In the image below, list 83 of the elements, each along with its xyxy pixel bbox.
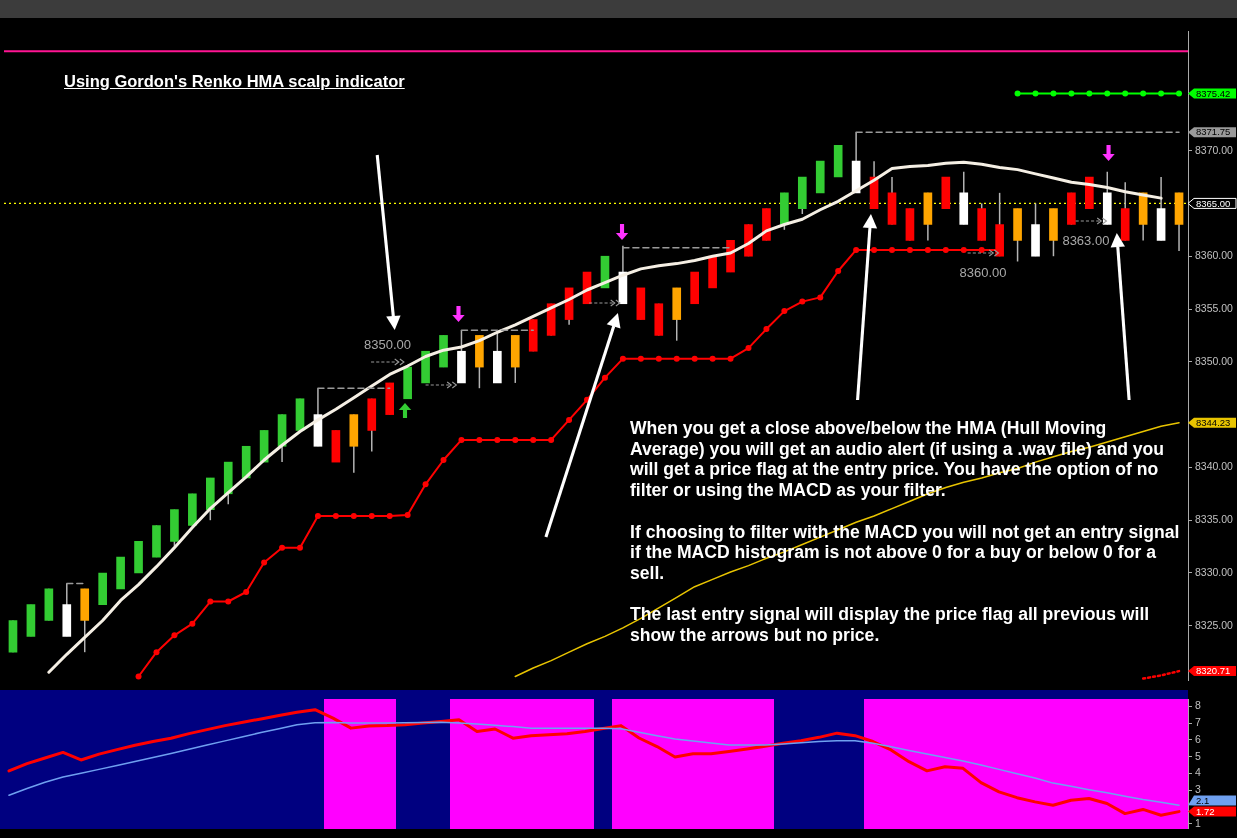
point xyxy=(709,355,716,362)
point xyxy=(548,436,555,443)
point xyxy=(637,355,644,362)
point xyxy=(314,512,321,519)
point xyxy=(1176,90,1183,97)
point xyxy=(279,544,286,551)
point xyxy=(440,457,447,464)
point xyxy=(889,246,895,253)
point xyxy=(512,436,519,443)
point xyxy=(135,673,142,680)
point xyxy=(817,294,824,301)
annotation: 8350.00 xyxy=(364,336,411,352)
point xyxy=(153,649,160,656)
point xyxy=(691,355,698,362)
point xyxy=(978,246,985,253)
data-label: 8371.75 xyxy=(1196,126,1231,138)
point xyxy=(924,246,931,253)
y-tick-label: 8370.00 xyxy=(1195,143,1234,156)
point xyxy=(1086,90,1093,97)
y-tick-label: 8330.00 xyxy=(1195,565,1234,578)
point xyxy=(476,436,483,443)
point xyxy=(1032,90,1039,97)
y-tick-label: 3 xyxy=(1195,783,1201,796)
data-label: 8320.71 xyxy=(1196,665,1231,677)
y-tick-label: 5 xyxy=(1195,749,1201,762)
point xyxy=(1104,90,1111,97)
y-tick-label: 1 xyxy=(1195,816,1201,829)
point xyxy=(763,326,770,333)
y-tick-label: 8325.00 xyxy=(1195,618,1234,631)
annotation: 8363.00 xyxy=(1062,232,1110,248)
y-tick-label: 8360.00 xyxy=(1195,249,1234,262)
y-tick-label: 4 xyxy=(1195,766,1201,779)
data-label: 8344.23 xyxy=(1196,416,1231,428)
point xyxy=(673,355,680,362)
point xyxy=(566,416,573,423)
point xyxy=(601,374,608,381)
data-label: 1.72 xyxy=(1196,805,1215,817)
point xyxy=(727,355,734,362)
point xyxy=(332,512,339,519)
text: Using Gordon's Renko HMA scalp indicator xyxy=(64,72,405,91)
point xyxy=(171,632,178,639)
point xyxy=(960,246,967,253)
point xyxy=(942,246,949,253)
y-tick-label: 8350.00 xyxy=(1195,354,1234,367)
point xyxy=(261,559,268,566)
point xyxy=(745,345,752,352)
y-tick-label: 8 xyxy=(1195,699,1201,712)
y-tick-label: 8340.00 xyxy=(1195,460,1234,473)
point xyxy=(1122,90,1129,97)
point xyxy=(655,355,662,362)
point xyxy=(835,268,842,274)
point xyxy=(243,589,250,595)
point xyxy=(1158,90,1165,97)
ref-line-label: 8365.00 xyxy=(1196,197,1231,209)
point xyxy=(458,436,465,443)
y-tick-label: 8355.00 xyxy=(1195,301,1234,314)
y-tick-label: 7 xyxy=(1195,715,1201,728)
point xyxy=(386,512,393,519)
point xyxy=(422,481,429,488)
point xyxy=(871,246,878,253)
point xyxy=(799,298,806,305)
point xyxy=(619,355,626,362)
point xyxy=(530,436,537,443)
annotation: 8360.00 xyxy=(959,264,1007,280)
point xyxy=(1050,90,1057,97)
point xyxy=(207,598,214,605)
point xyxy=(906,246,913,253)
data-label: 8375.42 xyxy=(1196,87,1231,99)
point xyxy=(853,246,860,253)
y-tick-label: 6 xyxy=(1195,732,1201,745)
y-tick-label: 8335.00 xyxy=(1195,513,1234,526)
point xyxy=(189,620,196,627)
point xyxy=(781,308,788,315)
point xyxy=(368,512,375,519)
data-label: 2.1 xyxy=(1196,794,1210,806)
point xyxy=(1014,90,1021,97)
point xyxy=(494,436,501,443)
point xyxy=(225,598,232,605)
point xyxy=(297,544,303,551)
point xyxy=(1140,90,1147,97)
point xyxy=(350,512,357,519)
point xyxy=(1068,90,1075,97)
point xyxy=(404,511,411,518)
